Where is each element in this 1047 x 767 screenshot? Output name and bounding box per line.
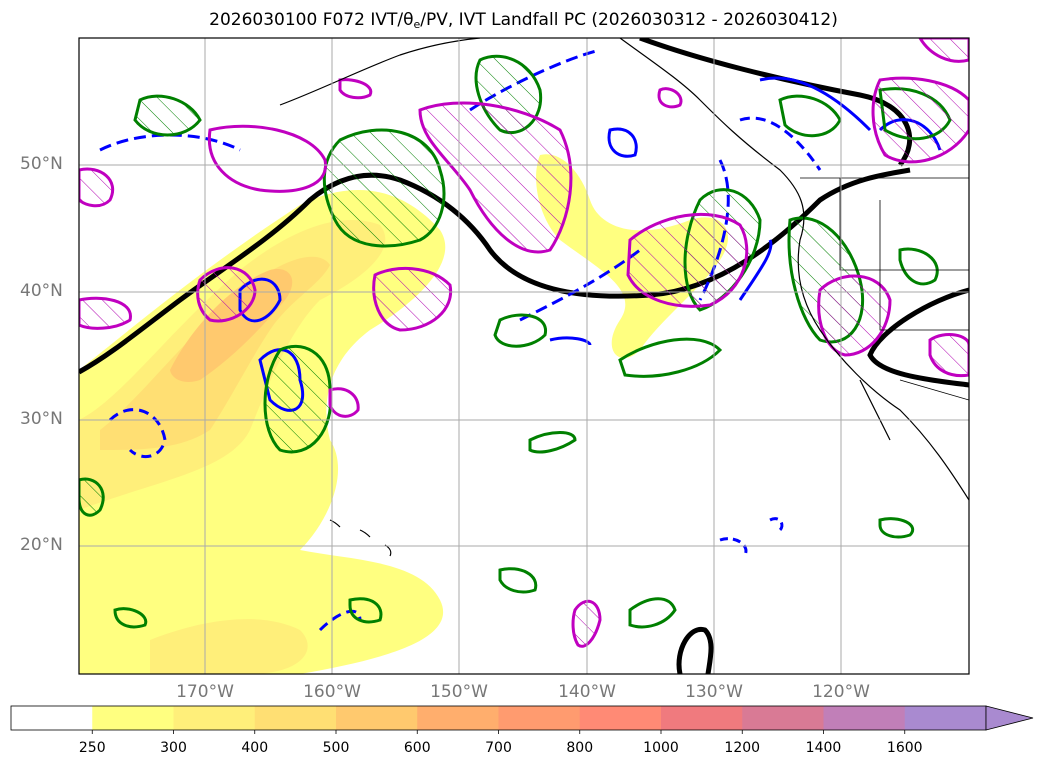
colorbar-label: 700 <box>485 740 512 756</box>
lat-label-40n: 40°N <box>20 281 63 301</box>
colorbar-segment <box>92 706 174 730</box>
lat-label-20n: 20°N <box>20 535 63 555</box>
colorbar-segment <box>742 706 824 730</box>
colorbar-segment <box>173 706 256 730</box>
colorbar-label: 600 <box>403 740 431 756</box>
colorbar-label: 1000 <box>643 740 679 756</box>
colorbar-extend-arrow <box>985 705 1034 731</box>
colorbar-label: 250 <box>78 740 106 756</box>
colorbar-ticks <box>91 730 906 734</box>
colorbar-label: 800 <box>566 740 594 756</box>
colorbar-label: 400 <box>241 740 269 756</box>
lat-label-50n: 50°N <box>20 154 63 174</box>
lon-label-160w: 160°W <box>303 682 361 702</box>
ivt-shading <box>79 154 729 674</box>
colorbar-label: 1200 <box>724 740 761 756</box>
lon-label-170w: 170°W <box>176 682 234 702</box>
map-title: 2026030100 F072 IVT/θe/PV, IVT Landfall … <box>0 10 1047 31</box>
title-suffix: /PV, IVT Landfall PC (2026030312 - 20260… <box>420 10 838 30</box>
lat-label-30n: 30°N <box>20 409 63 429</box>
colorbar-segment <box>11 706 93 730</box>
lon-label-140w: 140°W <box>558 682 616 702</box>
colorbar-segment <box>336 706 418 730</box>
colorbar-segment <box>254 706 337 730</box>
lon-label-120w: 120°W <box>812 682 870 702</box>
colorbar-segment <box>904 706 987 730</box>
colorbar-label: 1600 <box>886 740 923 756</box>
lon-label-150w: 150°W <box>430 682 488 702</box>
title-prefix: 2026030100 F072 IVT/ <box>209 10 404 30</box>
borders <box>800 177 969 401</box>
colorbar-segment <box>498 706 581 730</box>
pv-contours-magenta <box>79 38 969 648</box>
colorbar-segment <box>823 706 906 730</box>
colorbar-segment <box>579 706 662 730</box>
plot-frame <box>78 37 970 675</box>
colorbar <box>11 706 987 730</box>
lon-label-130w: 130°W <box>685 682 743 702</box>
colorbar-segment <box>661 706 743 730</box>
colorbar-label: 300 <box>160 740 187 756</box>
title-theta: θ <box>403 10 414 30</box>
colorbar-label: 1400 <box>805 740 842 756</box>
gridlines <box>79 38 969 674</box>
coastlines <box>279 38 969 557</box>
colorbar-segment <box>417 706 499 730</box>
colorbar-label: 500 <box>322 740 350 756</box>
title-theta-sub: e <box>413 18 421 31</box>
